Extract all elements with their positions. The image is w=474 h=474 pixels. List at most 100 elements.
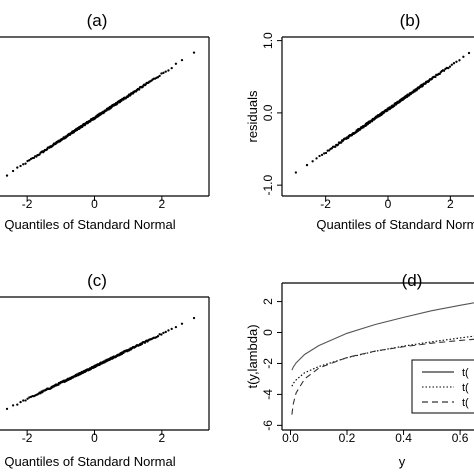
legend-label: t( — [462, 397, 469, 409]
data-point — [305, 163, 309, 167]
data-point — [32, 156, 36, 160]
y-tick-label: -1.0 — [261, 174, 275, 195]
legend: t(t(t( — [411, 359, 474, 414]
panel-label: (b) — [400, 11, 421, 30]
y-tick-label: 0 — [261, 329, 275, 336]
panel-label: (c) — [87, 271, 107, 290]
data-point — [28, 159, 31, 162]
data-point — [320, 153, 324, 157]
data-point — [336, 143, 340, 146]
data-point — [318, 154, 321, 158]
y-axis-label: residuals — [245, 90, 260, 143]
x-axis-label: Quantiles of Standard Normal — [4, 454, 175, 469]
data-point — [170, 327, 173, 331]
data-point — [334, 145, 337, 148]
data-point — [19, 400, 22, 404]
data-point — [170, 66, 173, 70]
data-point — [167, 69, 170, 72]
data-point — [323, 152, 326, 155]
data-point — [24, 399, 27, 402]
x-tick-label: 0 — [91, 197, 98, 211]
data-point — [158, 333, 161, 336]
data-point — [26, 159, 29, 163]
data-point — [5, 407, 9, 411]
x-tick-label: -2 — [320, 197, 331, 211]
data-point — [174, 62, 178, 65]
data-point — [22, 163, 25, 166]
x-tick-label: 0.2 — [339, 431, 356, 445]
panel-b: (b) -2 0 2 Quantiles of Standard Normal -1.0 0… — [245, 11, 474, 232]
panel-c: (c) -2 0 2 Quantiles of Standard Normal — [0, 271, 210, 469]
data-point — [160, 333, 163, 336]
data-point — [180, 322, 184, 325]
y-tick-label: 2 — [261, 298, 275, 305]
data-point — [180, 58, 184, 62]
series-line-solid — [291, 302, 474, 371]
data-point — [447, 66, 450, 70]
series-line-dashed — [291, 338, 474, 415]
data-point — [192, 316, 196, 320]
data-point — [11, 169, 15, 173]
panel-label: (a) — [87, 11, 108, 30]
panel-label: (d) — [402, 271, 423, 290]
data-point — [39, 392, 42, 395]
data-point — [328, 149, 331, 152]
data-point — [174, 325, 178, 329]
data-point — [455, 60, 458, 63]
x-tick-label: -2 — [22, 197, 33, 211]
data-point — [160, 72, 163, 75]
data-point — [158, 74, 161, 78]
data-point — [294, 171, 298, 174]
x-tick-label: 2 — [159, 431, 166, 445]
data-point — [11, 404, 15, 407]
x-tick-label: 0.4 — [395, 431, 412, 445]
data-point — [192, 51, 196, 54]
data-point — [167, 329, 170, 332]
data-point — [164, 70, 167, 73]
x-tick-label: 2 — [447, 197, 454, 211]
x-tick-label: 0 — [91, 431, 98, 445]
panel-a: (a) -2 0 2 Quantiles of Standard Normal — [0, 11, 210, 232]
data-point — [467, 51, 471, 55]
data-point — [340, 141, 343, 144]
data-point — [38, 153, 41, 156]
data-point — [16, 403, 19, 406]
data-point — [26, 397, 29, 400]
data-point — [434, 75, 437, 79]
x-axis-label: Quantiles of Standard Normal — [316, 217, 474, 232]
y-tick-label: 0.0 — [261, 104, 275, 121]
x-tick-label: 0.6 — [452, 431, 469, 445]
data-point — [164, 330, 167, 334]
y-tick-label: -2 — [261, 358, 275, 369]
x-axis-label: y — [399, 454, 406, 469]
data-point — [24, 162, 27, 165]
data-point — [450, 63, 453, 66]
data-point — [324, 151, 328, 155]
data-point — [162, 71, 165, 74]
data-point — [156, 76, 160, 79]
y-tick-label: -4 — [261, 389, 275, 400]
data-point — [315, 157, 318, 160]
data-point — [438, 72, 441, 76]
data-point — [448, 65, 452, 68]
data-point — [22, 399, 25, 402]
data-point — [138, 88, 141, 91]
data-point — [330, 147, 334, 150]
data-point — [458, 59, 461, 62]
y-tick-label: -6 — [261, 420, 275, 431]
data-point — [452, 62, 456, 65]
data-point — [462, 55, 465, 58]
legend-label: t( — [462, 382, 469, 394]
x-tick-label: -2 — [22, 431, 33, 445]
data-point — [156, 335, 160, 338]
x-tick-label: 0 — [385, 197, 392, 211]
x-axis-label: Quantiles of Standard Normal — [4, 217, 175, 232]
data-point — [16, 166, 19, 169]
x-tick-label: 2 — [159, 197, 166, 211]
x-tick-label: 0.0 — [282, 431, 299, 445]
data-point — [162, 331, 165, 335]
y-axis-label: t(y,lambda) — [245, 324, 260, 388]
data-point — [19, 164, 22, 168]
